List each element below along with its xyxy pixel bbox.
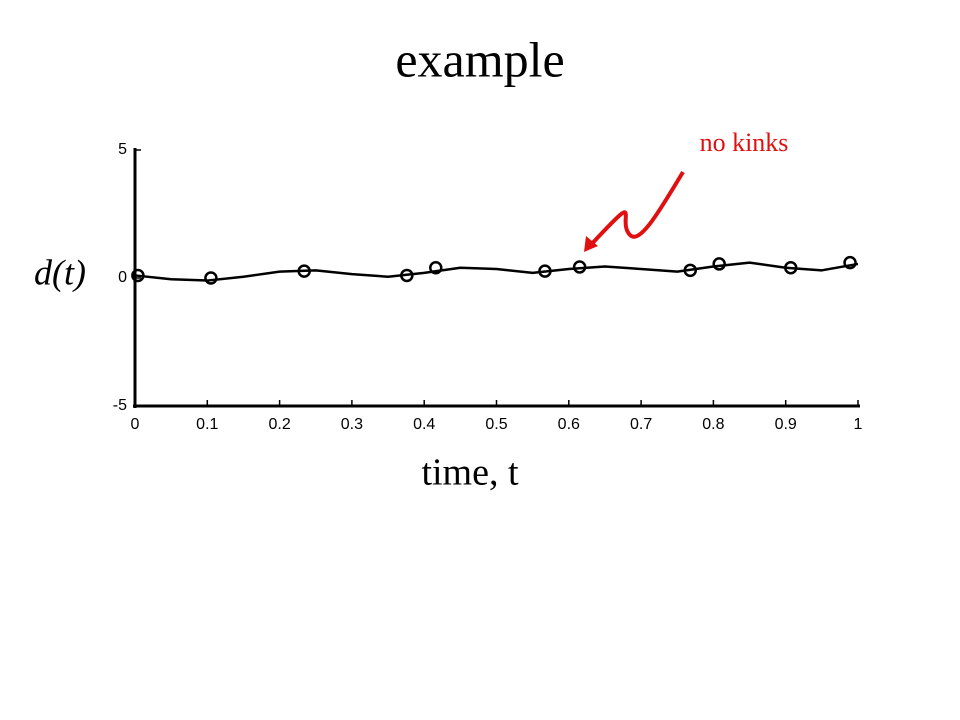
annotation-arrow xyxy=(586,170,685,250)
data-point xyxy=(131,268,145,283)
data-point xyxy=(400,268,414,283)
annotation: no kinks xyxy=(700,128,789,157)
y-tick-label: -5 xyxy=(113,397,127,414)
fit-line xyxy=(134,261,859,282)
x-tick-label: 0.8 xyxy=(702,416,724,433)
annotation-arrowhead xyxy=(584,236,598,252)
data-point xyxy=(572,260,587,274)
x-tick-label: 0.1 xyxy=(196,416,218,433)
data-point xyxy=(683,263,698,278)
data-point xyxy=(784,261,798,275)
x-tick-label: 0.7 xyxy=(630,416,652,433)
data-point xyxy=(843,255,857,270)
y-tick-label: 5 xyxy=(118,141,127,158)
x-tick-label: 0.3 xyxy=(341,416,363,433)
x-tick-label: 0.6 xyxy=(558,416,580,433)
x-tick-label: 0.9 xyxy=(775,416,797,433)
chart-title: example xyxy=(395,31,564,87)
x-axis-label: time, t xyxy=(421,452,519,494)
data-point xyxy=(712,257,726,271)
x-tick-label: 1 xyxy=(854,416,863,433)
data-point xyxy=(204,271,218,285)
y-tick-label: 0 xyxy=(118,269,127,286)
x-tick-label: 0.2 xyxy=(268,416,290,433)
data-point xyxy=(538,264,552,278)
y-axis-label: d(t) xyxy=(34,252,86,292)
data-point xyxy=(297,264,311,278)
data-point xyxy=(429,261,443,275)
x-tick-label: 0.4 xyxy=(413,416,435,433)
x-tick-label: 0.5 xyxy=(485,416,507,433)
x-tick-label: 0 xyxy=(131,416,140,433)
